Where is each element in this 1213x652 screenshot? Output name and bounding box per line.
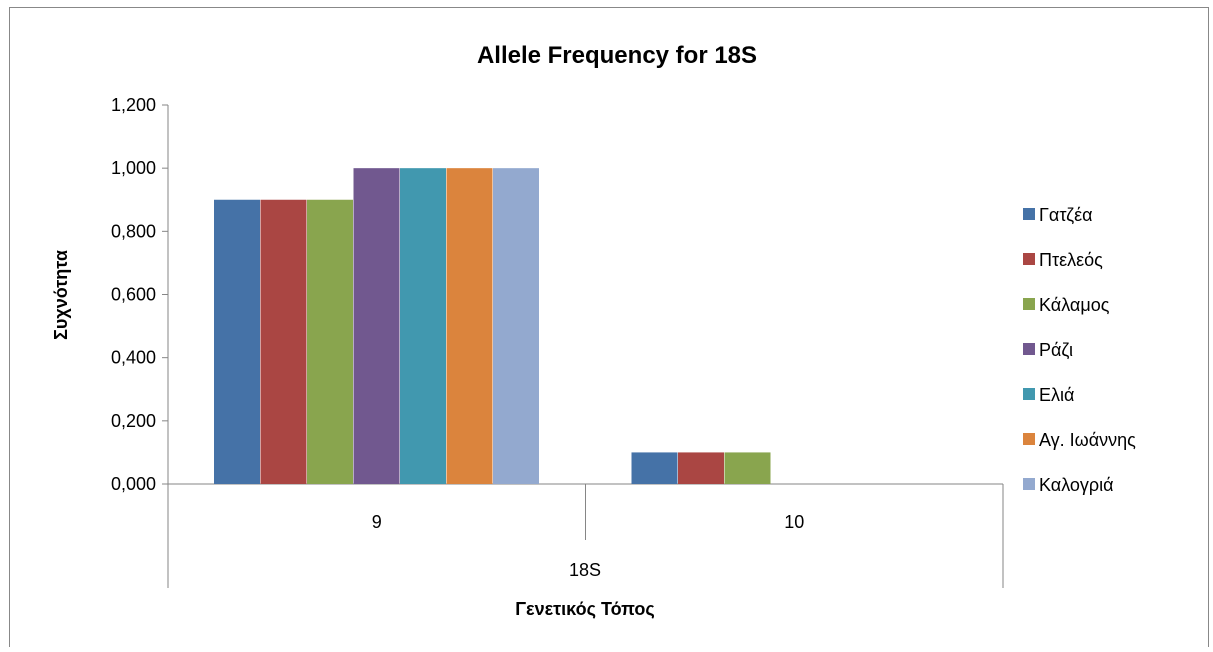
- bar: [400, 168, 446, 484]
- x-axis-label: Γενετικός Τόπος: [515, 599, 655, 619]
- legend-swatch: [1023, 253, 1035, 265]
- group-label: 18S: [569, 560, 601, 580]
- y-tick-label: 0,400: [111, 348, 156, 368]
- bar: [214, 199, 260, 484]
- bars: [214, 168, 771, 484]
- chart-title: Allele Frequency for 18S: [477, 42, 757, 69]
- tick-labels: 0,000 0,200 0,400 0,600 0,800 1,000 1,200 9 10: [111, 95, 804, 532]
- x-tick-label: 10: [784, 512, 804, 532]
- y-tick-label: 0,000: [111, 474, 156, 494]
- y-tick-label: 0,600: [111, 285, 156, 305]
- y-tick-label: 0,800: [111, 221, 156, 241]
- legend-label: Πτελεός: [1039, 250, 1103, 270]
- legend-label: Ράζι: [1039, 340, 1073, 360]
- legend-label: Ελιά: [1039, 385, 1074, 405]
- bar: [353, 168, 400, 484]
- y-tick-label: 1,000: [111, 158, 156, 178]
- legend-label: Γατζέα: [1039, 205, 1093, 225]
- legend-swatch: [1023, 208, 1035, 220]
- legend-swatch: [1023, 298, 1035, 310]
- bar: [493, 168, 539, 484]
- legend-swatch: [1023, 478, 1035, 490]
- legend-label: Καλογριά: [1039, 475, 1114, 495]
- legend: Γατζέα Πτελεός Κάλαμος Ράζι Ελιά Αγ. Ιωάννης Κ…: [1023, 205, 1136, 495]
- bar: [678, 452, 724, 484]
- legend-swatch: [1023, 433, 1035, 445]
- bar: [446, 168, 493, 484]
- x-tick-label: 9: [372, 512, 382, 532]
- legend-swatch: [1023, 343, 1035, 355]
- bar: [260, 199, 307, 484]
- legend-swatch: [1023, 388, 1035, 400]
- bar: [631, 452, 678, 484]
- legend-label: Κάλαμος: [1039, 295, 1110, 315]
- bar: [724, 452, 771, 484]
- y-tick-label: 1,200: [111, 95, 156, 115]
- chart-frame: [9, 7, 1209, 648]
- y-tick-label: 0,200: [111, 411, 156, 431]
- legend-label: Αγ. Ιωάννης: [1039, 430, 1136, 450]
- bar: [307, 199, 353, 484]
- y-axis-label: Συχνότητα: [51, 250, 71, 340]
